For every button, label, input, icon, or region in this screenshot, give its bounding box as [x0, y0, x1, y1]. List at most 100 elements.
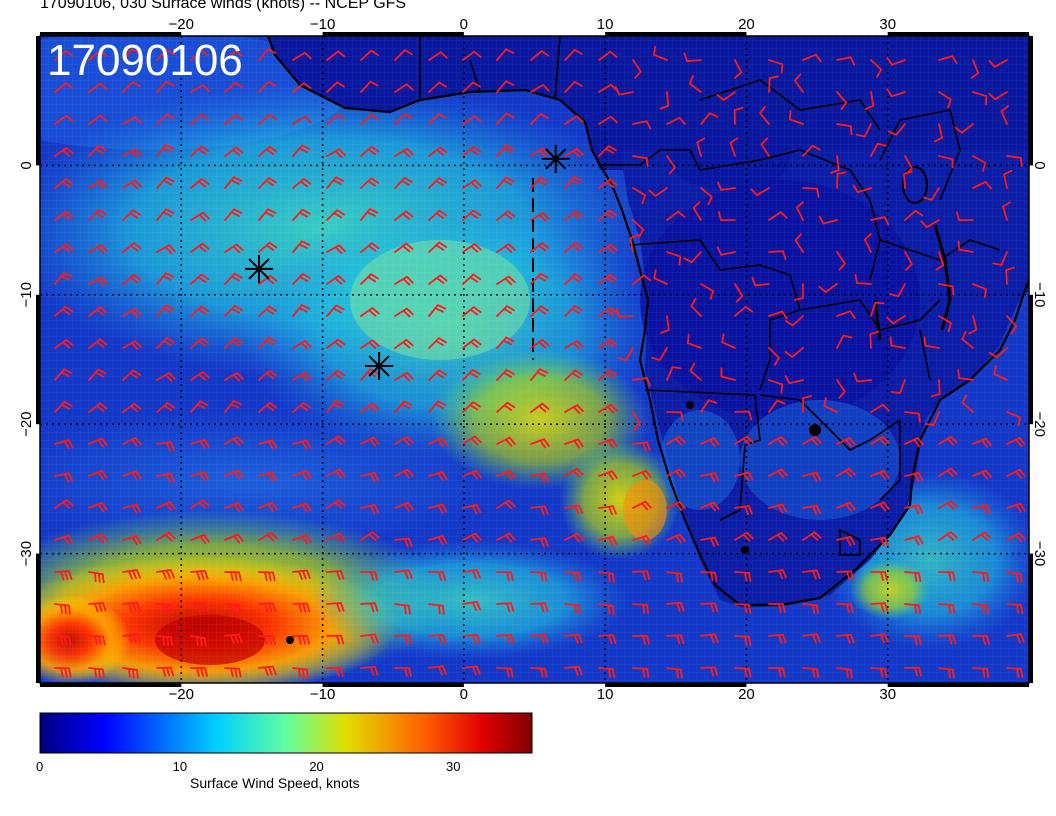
frame-bar: [605, 683, 747, 687]
lon-tick-label: 10: [597, 686, 614, 703]
wind-barb: [88, 602, 107, 613]
wind-barb: [190, 273, 210, 285]
wind-barb: [190, 534, 210, 544]
wind-barb: [870, 633, 889, 644]
wind-barb: [530, 667, 548, 678]
wind-barb: [734, 435, 754, 446]
wind-barb: [1006, 411, 1021, 427]
wind-barb: [870, 667, 888, 678]
wind-barb: [818, 283, 838, 293]
wind-barb: [88, 502, 108, 512]
wind-barb: [462, 338, 482, 349]
wind-barb: [122, 242, 142, 253]
wind-barb: [360, 113, 380, 125]
wind-barb: [394, 147, 414, 158]
frame-bar: [1029, 294, 1033, 425]
frame-tick-bars: [36, 32, 1033, 687]
wind-barb: [836, 310, 856, 320]
wind-barb: [292, 667, 309, 679]
wind-barb: [564, 340, 584, 350]
wind-barb: [632, 535, 652, 546]
wind-barb: [564, 305, 583, 317]
wind-barb: [721, 333, 736, 349]
wind-barb: [122, 667, 139, 679]
wind-barb: [734, 410, 753, 421]
wind-barb: [716, 91, 736, 101]
wind-barb: [904, 437, 924, 448]
wind-barb: [988, 91, 1008, 101]
wind-barb: [886, 57, 906, 66]
wind-barb: [836, 437, 856, 448]
wind-barb: [768, 569, 787, 580]
wind-barb: [598, 470, 618, 481]
storm-markers: [245, 144, 570, 380]
wind-barb: [496, 144, 515, 157]
wind-barb: [360, 602, 379, 613]
wind-barb: [530, 402, 550, 413]
wind-barb: [156, 304, 175, 317]
wind-barb: [700, 399, 718, 413]
wind-barb: [122, 209, 141, 221]
wind-barb: [496, 336, 515, 349]
wind-barb: [258, 531, 278, 542]
wind-barb: [224, 114, 244, 125]
wind-barb: [292, 401, 312, 413]
wind-barb: [972, 91, 988, 106]
wind-barb: [734, 283, 744, 303]
wind-barb: [224, 50, 244, 61]
wind-barb: [462, 243, 482, 253]
wind-barb: [394, 275, 414, 286]
wind-barb: [428, 535, 448, 546]
wind-barb: [598, 634, 617, 645]
wind-barb: [496, 80, 515, 93]
wind-barb: [734, 635, 752, 646]
storm-center-marker: [541, 144, 570, 173]
wind-barb: [904, 635, 922, 646]
wind-barb: [666, 435, 686, 446]
frame-bar: [322, 32, 464, 36]
wind-barb: [564, 369, 583, 381]
wind-barb: [462, 50, 482, 61]
frame-bar: [887, 683, 1029, 687]
wind-barb: [462, 601, 481, 611]
wind-barb: [258, 665, 277, 676]
wind-barb: [938, 531, 958, 541]
wind-barb: [922, 187, 940, 201]
wind-barb: [54, 114, 74, 125]
wind-barb: [88, 533, 108, 544]
wind-barb: [88, 368, 107, 381]
wind-barb: [1006, 437, 1026, 447]
wind-barb: [54, 635, 72, 646]
wind-barb: [224, 633, 243, 644]
storm-center-marker: [365, 352, 394, 380]
wind-barb: [462, 115, 482, 125]
wind-barb: [360, 273, 379, 285]
wind-barb: [690, 298, 702, 317]
wind-barb: [258, 602, 277, 613]
wind-barb: [564, 603, 581, 615]
wind-barb: [462, 532, 482, 543]
wind-barb: [530, 339, 550, 349]
wind-barb: [326, 50, 346, 61]
wind-barb: [564, 504, 584, 515]
wind-barb: [428, 51, 448, 61]
wind-barb: [923, 336, 940, 349]
wind-barb: [88, 276, 108, 286]
wind-barb: [632, 377, 651, 387]
wind-barb: [54, 305, 74, 317]
wind-barb: [734, 603, 752, 614]
wind-barb: [190, 602, 209, 613]
wind-barb: [598, 145, 617, 157]
wind-barb: [190, 371, 210, 381]
wind-barb: [870, 403, 890, 413]
wind-barb: [190, 337, 209, 349]
wind-barb: [666, 210, 686, 221]
colorbar-tick-label: 10: [172, 759, 188, 774]
wind-barb: [972, 635, 990, 645]
wind-barb: [887, 123, 906, 136]
wind-barb: [224, 667, 242, 678]
wind-barb: [794, 233, 804, 253]
wind-barb: [88, 114, 108, 125]
lat-tick-label: −10: [1031, 282, 1048, 307]
wind-barb: [496, 401, 516, 413]
